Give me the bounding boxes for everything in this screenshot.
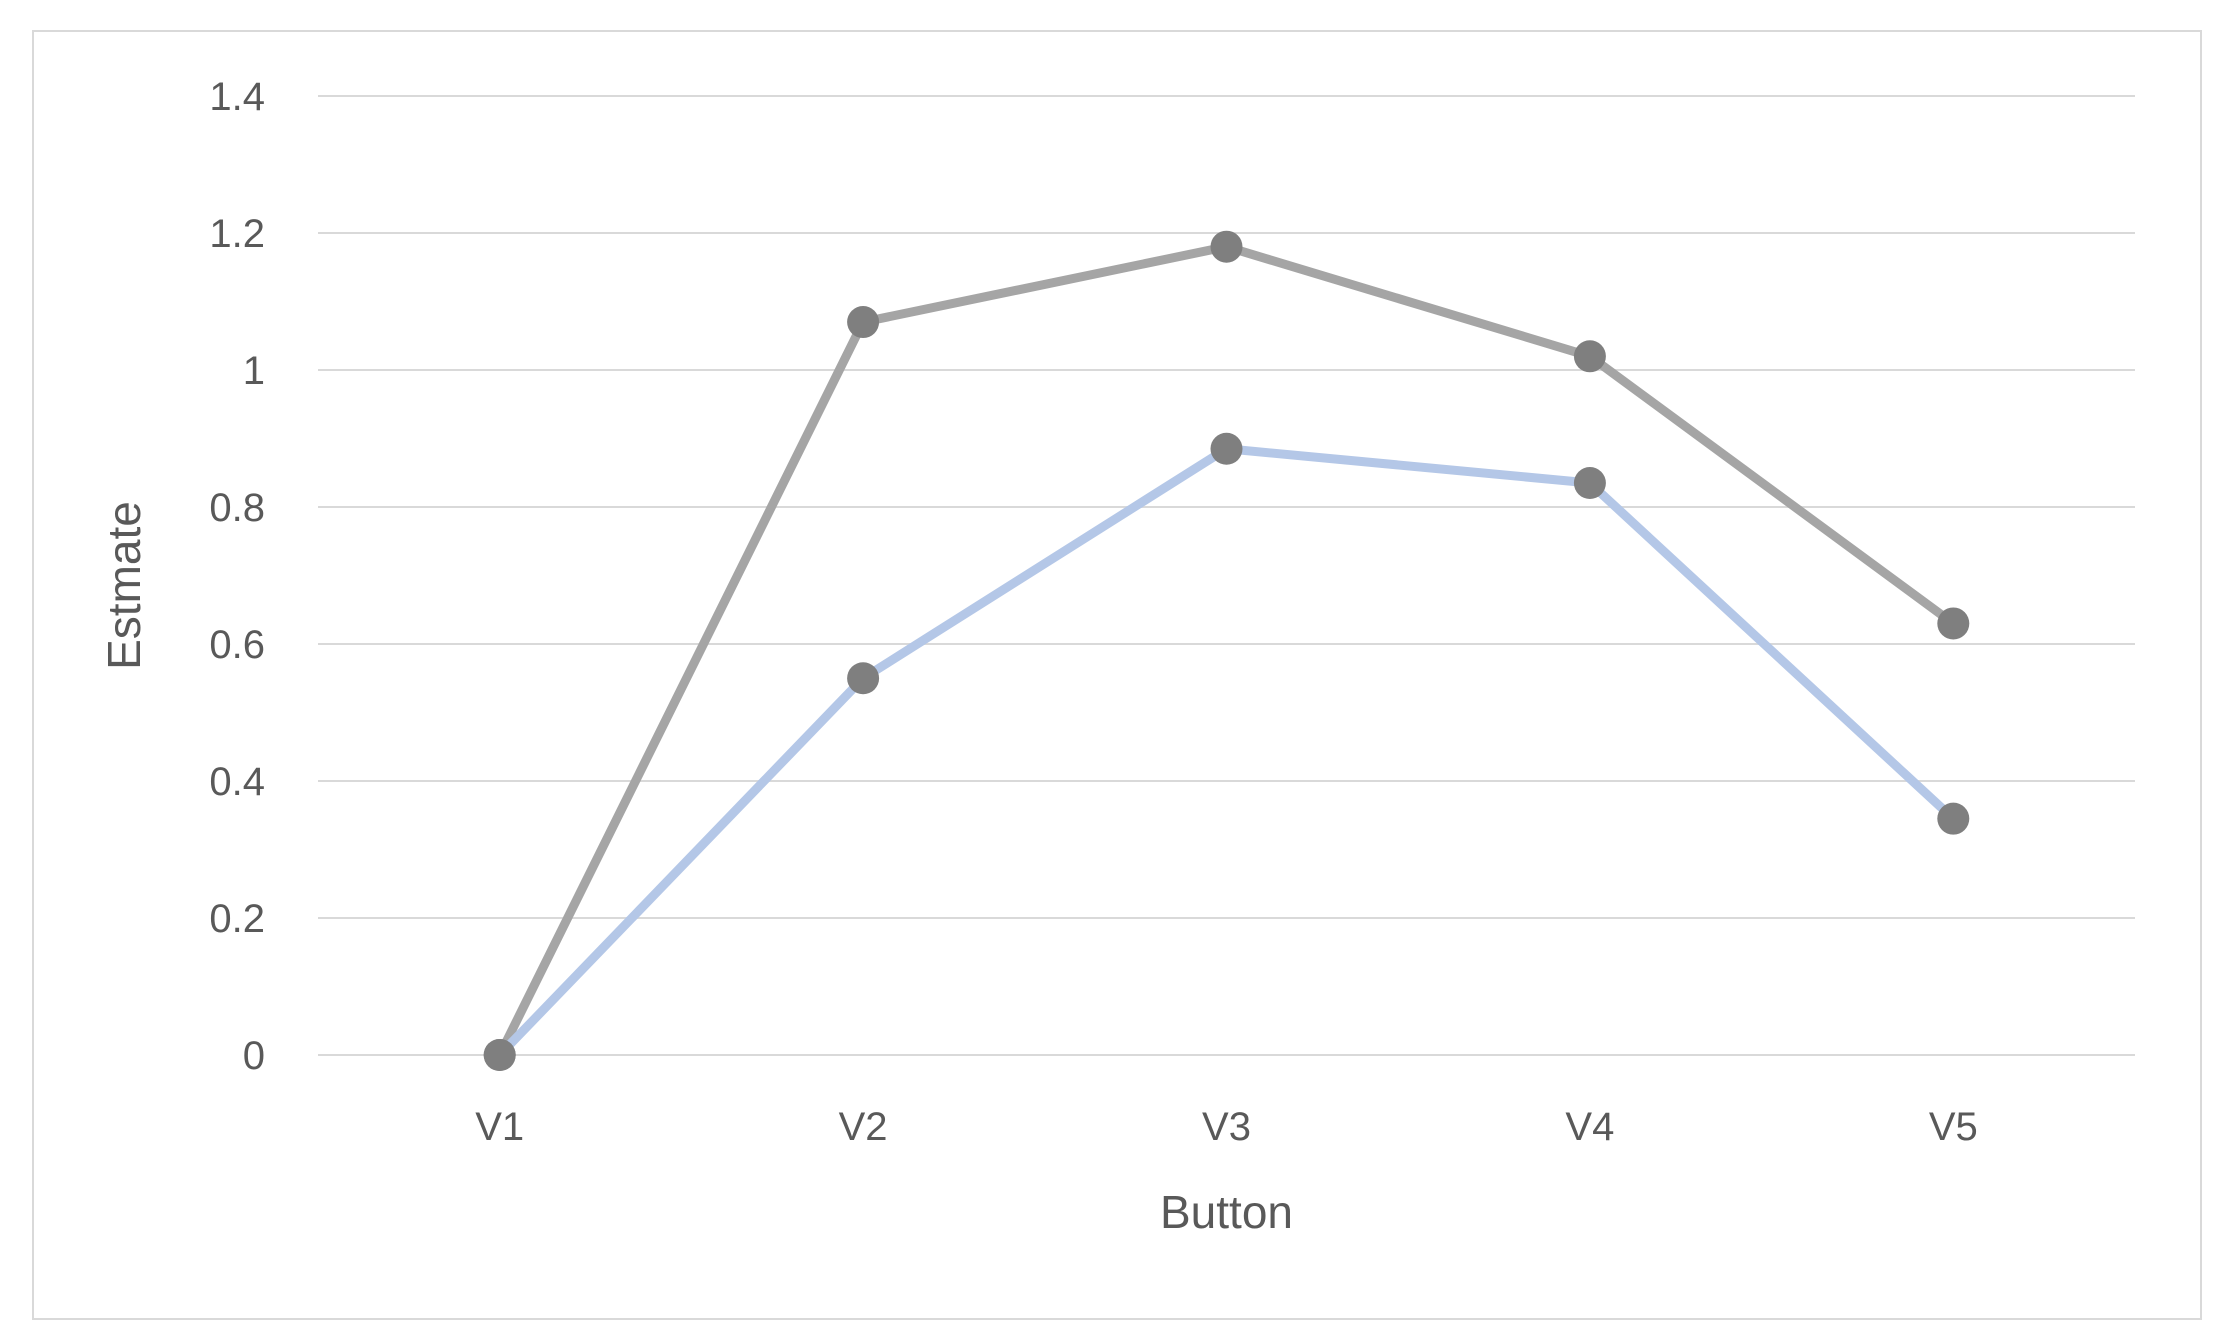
x-tick-label: V2 — [839, 1105, 888, 1149]
y-tick-label: 0 — [243, 1034, 265, 1078]
series-markers — [483, 230, 1970, 1071]
data-point-series-2 — [1210, 432, 1243, 465]
data-point-series-1 — [847, 306, 880, 339]
y-tick-label: 1.4 — [209, 75, 265, 119]
y-tick-label: 0.2 — [209, 897, 265, 941]
series-line-2 — [495, 444, 1958, 1060]
y-tick-label: 1.2 — [209, 212, 265, 256]
y-tick-label: 0.8 — [209, 486, 265, 530]
data-point-series-1 — [1937, 607, 1970, 640]
y-tick-label: 1 — [243, 349, 265, 393]
series-lines — [495, 242, 1958, 1060]
x-axis-title: Button — [1160, 1186, 1293, 1238]
chart-frame — [32, 30, 2202, 1320]
gridlines — [318, 95, 2135, 1056]
data-point-series-2 — [483, 1039, 516, 1071]
data-point-series-1 — [1210, 230, 1243, 263]
data-point-series-2 — [1937, 802, 1970, 835]
series-line-1 — [495, 242, 1958, 1060]
y-tick-label: 0.4 — [209, 760, 265, 804]
x-tick-label: V4 — [1565, 1105, 1614, 1149]
x-tick-label: V3 — [1202, 1105, 1251, 1149]
y-tick-label: 0.6 — [209, 623, 265, 667]
data-point-series-2 — [1573, 467, 1606, 500]
y-axis-ticks: 0 0.2 0.4 0.6 0.8 1 1.2 1.4 — [209, 75, 265, 1078]
x-axis-ticks: V1 V2 V3 V4 V5 — [475, 1105, 1978, 1149]
x-tick-label: V5 — [1929, 1105, 1978, 1149]
data-point-series-1 — [1573, 340, 1606, 373]
y-axis-title: Estmate — [98, 501, 150, 670]
x-tick-label: V1 — [475, 1105, 524, 1149]
data-point-series-2 — [847, 662, 880, 695]
